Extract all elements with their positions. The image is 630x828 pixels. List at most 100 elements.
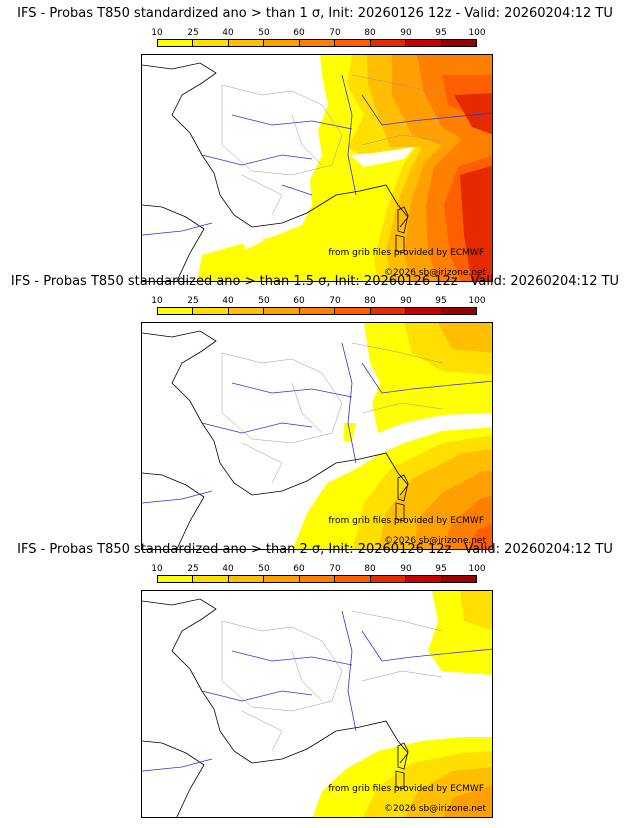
legend-tick: 40	[222, 28, 234, 38]
legend-tick: 60	[293, 28, 305, 38]
map-canvas	[142, 55, 492, 281]
map-frame: from grib files provided by ECMWF ©2026 …	[141, 322, 493, 550]
prob-area-70	[468, 523, 492, 549]
legend-swatch	[193, 308, 229, 314]
legend-tick: 25	[187, 28, 199, 38]
legend-tick: 90	[400, 28, 412, 38]
map-canvas	[142, 591, 492, 817]
admin-borders	[221, 610, 443, 752]
no-prob-hole	[237, 231, 264, 249]
legend-tick: 100	[468, 564, 486, 574]
legend-tick: 60	[293, 296, 305, 306]
legend-tick: 95	[435, 28, 447, 38]
legend-swatch	[441, 576, 476, 582]
legend-swatch	[264, 576, 300, 582]
legend-tick: 10	[151, 564, 163, 574]
legend-tick: 40	[222, 564, 234, 574]
legend-swatch	[441, 308, 476, 314]
legend-swatch	[406, 40, 442, 46]
legend-swatch	[193, 576, 229, 582]
legend-tick-labels: 10 25 40 50 60 70 80 90 95 100	[151, 28, 485, 38]
data-source-credit: from grib files provided by ECMWF	[328, 248, 484, 258]
legend-tick: 60	[293, 564, 305, 574]
legend-tick: 80	[364, 564, 376, 574]
legend-tick: 25	[187, 296, 199, 306]
map-canvas	[142, 323, 492, 549]
legend-swatch	[335, 308, 371, 314]
data-source-credit: from grib files provided by ECMWF	[328, 784, 484, 794]
legend-tick: 40	[222, 296, 234, 306]
copyright-credit: ©2026 sb@irizone.net	[384, 268, 486, 278]
legend-swatch	[158, 40, 194, 46]
legend-tick: 95	[435, 296, 447, 306]
legend-tick: 25	[187, 564, 199, 574]
legend-tick-labels: 10 25 40 50 60 70 80 90 95 100	[151, 564, 485, 574]
legend-swatch	[441, 40, 476, 46]
prob-area-50	[443, 785, 492, 817]
legend-color-bar	[157, 39, 477, 47]
rivers	[142, 342, 492, 504]
legend-swatch	[370, 308, 407, 314]
legend-color-bar	[157, 307, 477, 315]
copyright-credit: ©2026 sb@irizone.net	[384, 804, 486, 814]
legend-swatch	[228, 40, 265, 46]
no-prob-hole	[350, 147, 414, 167]
coastline	[395, 206, 409, 254]
legend-swatch	[264, 40, 300, 46]
legend-color-bar	[157, 575, 477, 583]
legend-tick: 70	[329, 564, 341, 574]
panel-title: IFS - Probas T850 standardized ano > tha…	[17, 542, 613, 557]
legend-swatch	[406, 308, 442, 314]
legend-swatch	[264, 308, 300, 314]
legend-swatch	[335, 576, 371, 582]
legend-swatch	[158, 308, 194, 314]
legend-tick: 100	[468, 28, 486, 38]
legend-swatch	[299, 40, 336, 46]
legend-tick: 50	[258, 28, 270, 38]
coastline	[142, 330, 409, 549]
legend-tick: 10	[151, 28, 163, 38]
rivers	[142, 610, 492, 772]
legend-tick-labels: 10 25 40 50 60 70 80 90 95 100	[151, 296, 485, 306]
admin-borders	[221, 74, 443, 216]
admin-borders	[221, 342, 443, 484]
copyright-credit: ©2026 sb@irizone.net	[384, 536, 486, 546]
legend-swatch	[299, 576, 336, 582]
legend-tick: 95	[435, 564, 447, 574]
legend-swatch	[193, 40, 229, 46]
rivers	[142, 74, 492, 236]
color-legend: 10 25 40 50 60 70 80 90 95 100	[151, 564, 486, 584]
legend-swatch	[228, 308, 265, 314]
legend-tick: 80	[364, 28, 376, 38]
color-legend: 10 25 40 50 60 70 80 90 95 100	[151, 296, 486, 316]
color-legend: 10 25 40 50 60 70 80 90 95 100	[151, 28, 486, 48]
legend-tick: 50	[258, 564, 270, 574]
legend-tick: 50	[258, 296, 270, 306]
legend-tick: 100	[468, 296, 486, 306]
map-panel-1: IFS - Probas T850 standardized ano > tha…	[0, 6, 630, 282]
map-frame: from grib files provided by ECMWF ©2026 …	[141, 590, 493, 818]
legend-tick: 90	[400, 296, 412, 306]
coastline	[395, 742, 409, 790]
map-frame: from grib files provided by ECMWF ©2026 …	[141, 54, 493, 282]
legend-tick: 10	[151, 296, 163, 306]
prob-area-80	[454, 93, 492, 281]
coastline	[395, 474, 409, 522]
coastline	[142, 62, 409, 281]
legend-swatch	[370, 576, 407, 582]
panel-title: IFS - Probas T850 standardized ano > tha…	[10, 274, 620, 289]
legend-swatch	[335, 40, 371, 46]
legend-tick: 70	[329, 296, 341, 306]
coastline	[142, 598, 409, 817]
legend-swatch	[228, 576, 265, 582]
prob-area-25	[363, 591, 492, 817]
map-panel-2: IFS - Probas T850 standardized ano > tha…	[0, 274, 630, 550]
legend-tick: 80	[364, 296, 376, 306]
legend-swatch	[299, 308, 336, 314]
map-panel-3: IFS - Probas T850 standardized ano > tha…	[0, 542, 630, 818]
legend-swatch	[158, 576, 194, 582]
data-source-credit: from grib files provided by ECMWF	[328, 516, 484, 526]
legend-swatch	[370, 40, 407, 46]
legend-swatch	[406, 576, 442, 582]
panel-title: IFS - Probas T850 standardized ano > tha…	[17, 6, 613, 21]
